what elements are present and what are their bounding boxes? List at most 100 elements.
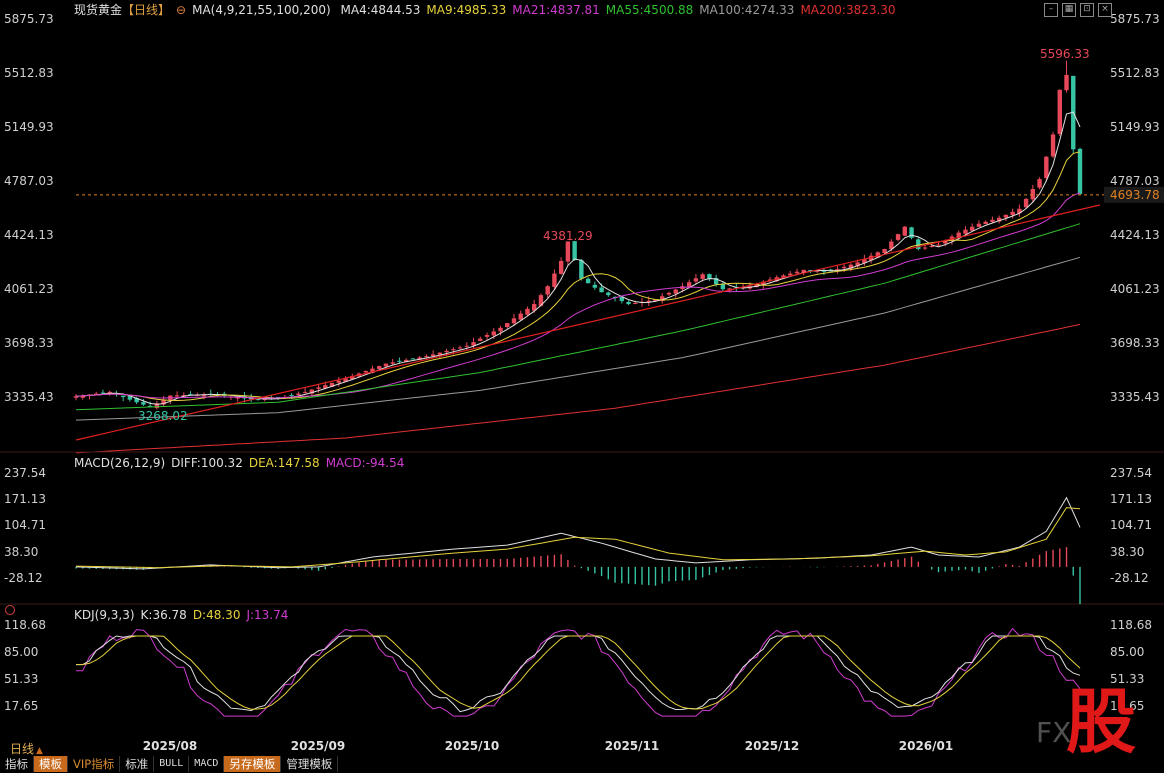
price-axis-right: 5875.73: [1110, 12, 1160, 26]
layout-icon[interactable]: ▦: [1062, 3, 1076, 17]
candle-body: [889, 241, 894, 250]
macd-axis-right: 171.13: [1110, 492, 1152, 506]
candle-body: [316, 387, 321, 389]
kdj-d: D:48.30: [192, 608, 241, 622]
candle-body: [916, 239, 921, 250]
current-price-box: [1104, 186, 1164, 203]
candle-body: [895, 234, 901, 240]
kdj-header: KDJ(9,3,3) K:36.78 D:48.30 J:13.74: [74, 608, 294, 622]
candle-body: [585, 278, 591, 284]
macd-title: MACD(26,12,9): [74, 456, 166, 470]
price-axis-left: 3335.43: [4, 390, 54, 404]
candle-body: [862, 259, 867, 264]
candle-body: [296, 393, 301, 395]
ma-legend-ma21: MA21:4837.81: [512, 3, 600, 17]
pane-indicator-icon[interactable]: [5, 605, 15, 615]
ma9-line: [75, 151, 1081, 402]
candle-body: [956, 232, 961, 239]
macd-header: MACD(26,12,9) DIFF:100.32 DEA:147.58 MACD:-…: [74, 456, 410, 470]
candle-body: [565, 241, 571, 262]
toolbar-item-0[interactable]: 指标: [0, 756, 34, 772]
close-icon[interactable]: ×: [1098, 3, 1112, 17]
candle-body: [754, 283, 759, 288]
candle-body: [599, 287, 604, 293]
toolbar-item-7[interactable]: 管理模板: [281, 756, 339, 772]
candle-body: [235, 397, 240, 399]
candle-body: [626, 301, 631, 305]
candle-body: [370, 368, 375, 373]
period-label[interactable]: 【日线】: [122, 3, 171, 17]
candle-body: [794, 271, 800, 274]
toolbar-item-3[interactable]: 标准: [120, 756, 155, 772]
candlestick-series: [73, 60, 1083, 410]
candle-body: [943, 240, 948, 244]
candle-body: [855, 262, 860, 267]
candle-body: [397, 360, 402, 362]
candle-body: [592, 284, 598, 288]
date-axis-label: 2025/09: [291, 739, 345, 753]
kdj-axis-right: 118.68: [1110, 618, 1152, 632]
frequency-selector[interactable]: 日线 ▲: [10, 740, 43, 757]
price-axis-left: 3698.33: [4, 336, 54, 350]
zoom-icon[interactable]: ⊡: [1080, 3, 1094, 17]
candle-body: [377, 366, 382, 369]
toolbar-item-1[interactable]: 模板: [34, 756, 68, 772]
macd-axis-left: 104.71: [4, 518, 46, 532]
candle-body: [1050, 134, 1056, 157]
candle-body: [821, 270, 827, 272]
watermark-logo: FX 股: [1036, 681, 1136, 756]
ma-legend-ma200: MA200:3823.30: [800, 3, 896, 17]
candle-body: [1030, 188, 1036, 200]
candle-body: [666, 292, 672, 295]
price-axis-right: 4787.03: [1110, 174, 1160, 188]
toolbar-item-2[interactable]: VIP指标: [68, 756, 121, 772]
candle-body: [848, 264, 854, 269]
candle-body: [983, 221, 988, 225]
macd-diff: DIFF:100.32: [171, 456, 243, 470]
candle-body: [302, 391, 308, 393]
date-axis-label: 2026/01: [899, 739, 953, 753]
candle-body: [1023, 198, 1029, 208]
candle-body: [94, 393, 99, 395]
ma-legend-ma55: MA55:4500.88: [605, 3, 694, 17]
toolbar-item-6[interactable]: 另存模板: [224, 756, 282, 772]
candle-body: [538, 295, 544, 306]
price-axis-left: 4787.03: [4, 174, 54, 188]
bottom-toolbar: 指标 模板 VIP指标 标准 BULL MACD 另存模板 管理模板: [0, 755, 1164, 773]
toolbar-item-4[interactable]: BULL: [154, 756, 190, 772]
candle-body: [464, 345, 470, 347]
ma100-line: [75, 256, 1081, 421]
candle-body: [693, 278, 699, 282]
kdj-j: J:13.74: [246, 608, 289, 622]
candle-body: [572, 241, 577, 261]
minimize-icon[interactable]: –: [1044, 3, 1058, 17]
candle-body: [154, 403, 160, 409]
svg-text:FX: FX: [1036, 716, 1071, 749]
ma-legend-ma9: MA9:4985.33: [426, 3, 507, 17]
date-axis-label: 2025/08: [143, 739, 197, 753]
kdj-axis-right: 17.65: [1110, 699, 1144, 713]
candle-body: [289, 395, 294, 397]
candle-body: [444, 350, 449, 353]
settings-icon[interactable]: ⊖: [176, 3, 187, 17]
candle-body: [922, 247, 928, 249]
kdj-axis-right: 51.33: [1110, 672, 1144, 686]
price-axis-right: 4061.23: [1110, 282, 1160, 296]
ma21-line: [75, 192, 1081, 399]
candle-body: [120, 395, 126, 398]
macd-axis-left: 171.13: [4, 492, 46, 506]
candle-body: [457, 347, 463, 349]
toolbar-item-5[interactable]: MACD: [189, 756, 225, 772]
ma-legend-ma4: MA4:4844.53: [340, 3, 421, 17]
candle-body: [107, 391, 112, 393]
kdj-axis-left: 51.33: [4, 672, 38, 686]
candle-body: [720, 284, 726, 290]
price-axis-right: 3335.43: [1110, 390, 1160, 404]
candle-body: [841, 266, 847, 269]
macd-axis-right: 237.54: [1110, 466, 1152, 480]
macd-axis-right: 38.30: [1110, 545, 1144, 559]
candle-body: [147, 405, 153, 408]
price-axis-left: 5512.83: [4, 66, 54, 80]
candle-body: [363, 371, 368, 373]
